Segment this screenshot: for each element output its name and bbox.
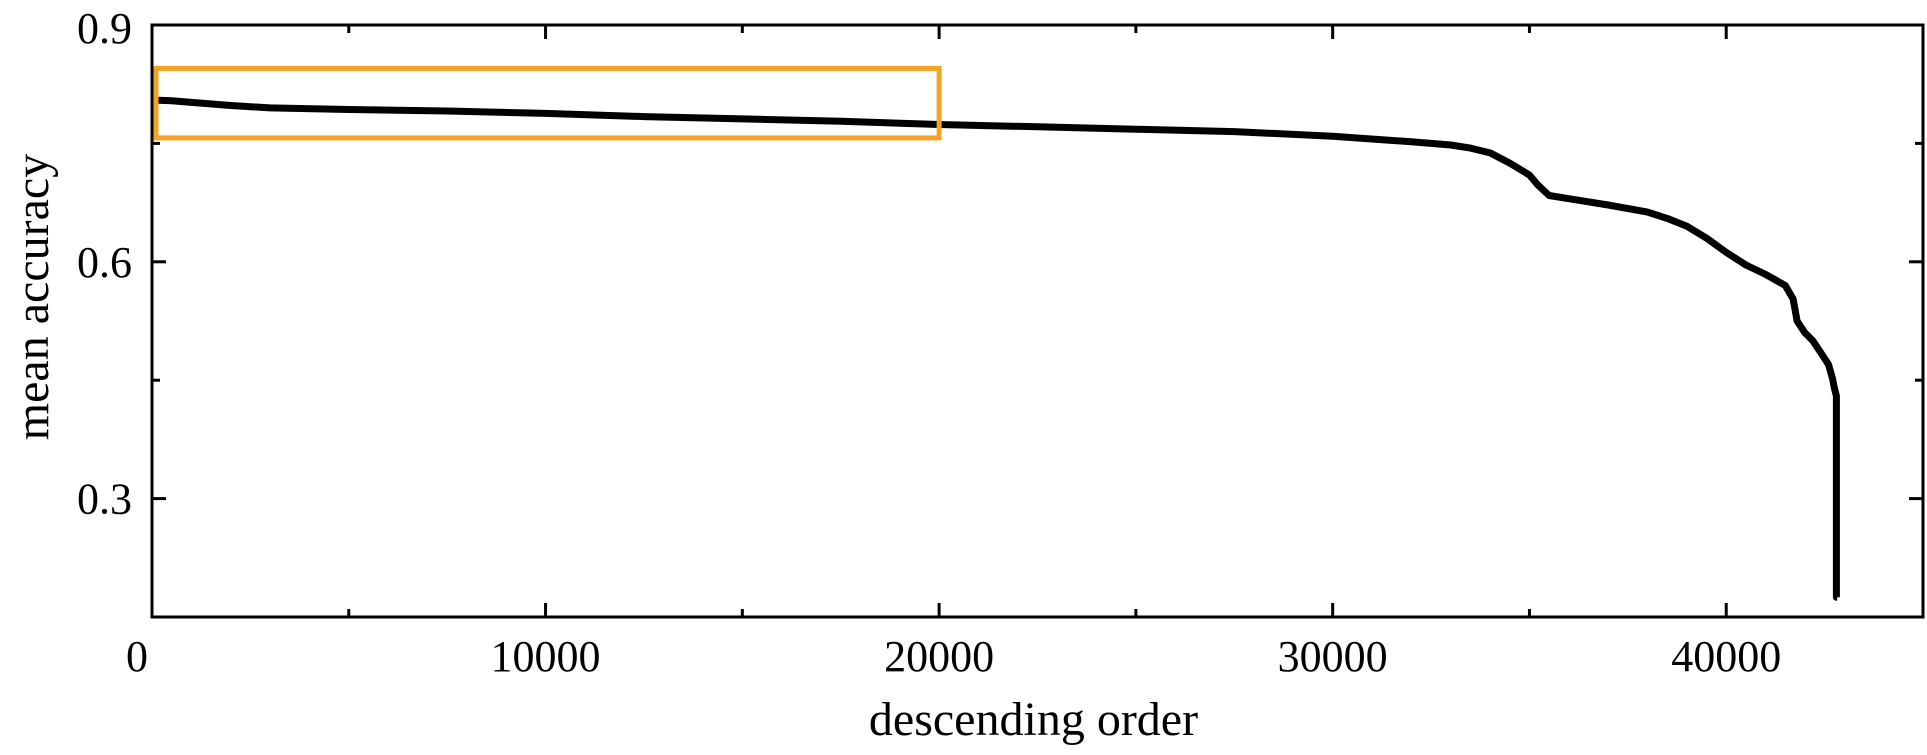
y-tick-label: 0.6	[77, 238, 132, 287]
x-axis-label: descending order	[869, 693, 1198, 746]
y-tick-label: 0.9	[77, 4, 132, 53]
x-tick-label: 40000	[1671, 632, 1781, 681]
series-line-0	[151, 96, 1840, 601]
x-tick-label: 0	[126, 632, 148, 681]
tick-layer: 0 10000 20000 30000 40000 0.3 0.6 0.9	[77, 4, 1925, 681]
highlight-box	[153, 65, 942, 141]
y-tick-label: 0.3	[77, 475, 132, 524]
y-axis-label: mean accuracy	[6, 154, 59, 440]
x-tick-label: 30000	[1278, 632, 1388, 681]
series-layer	[151, 96, 1840, 601]
plot-frame	[150, 23, 1925, 619]
annotation-layer	[153, 65, 942, 141]
x-tick-label: 10000	[491, 632, 601, 681]
x-tick-label: 20000	[884, 632, 994, 681]
